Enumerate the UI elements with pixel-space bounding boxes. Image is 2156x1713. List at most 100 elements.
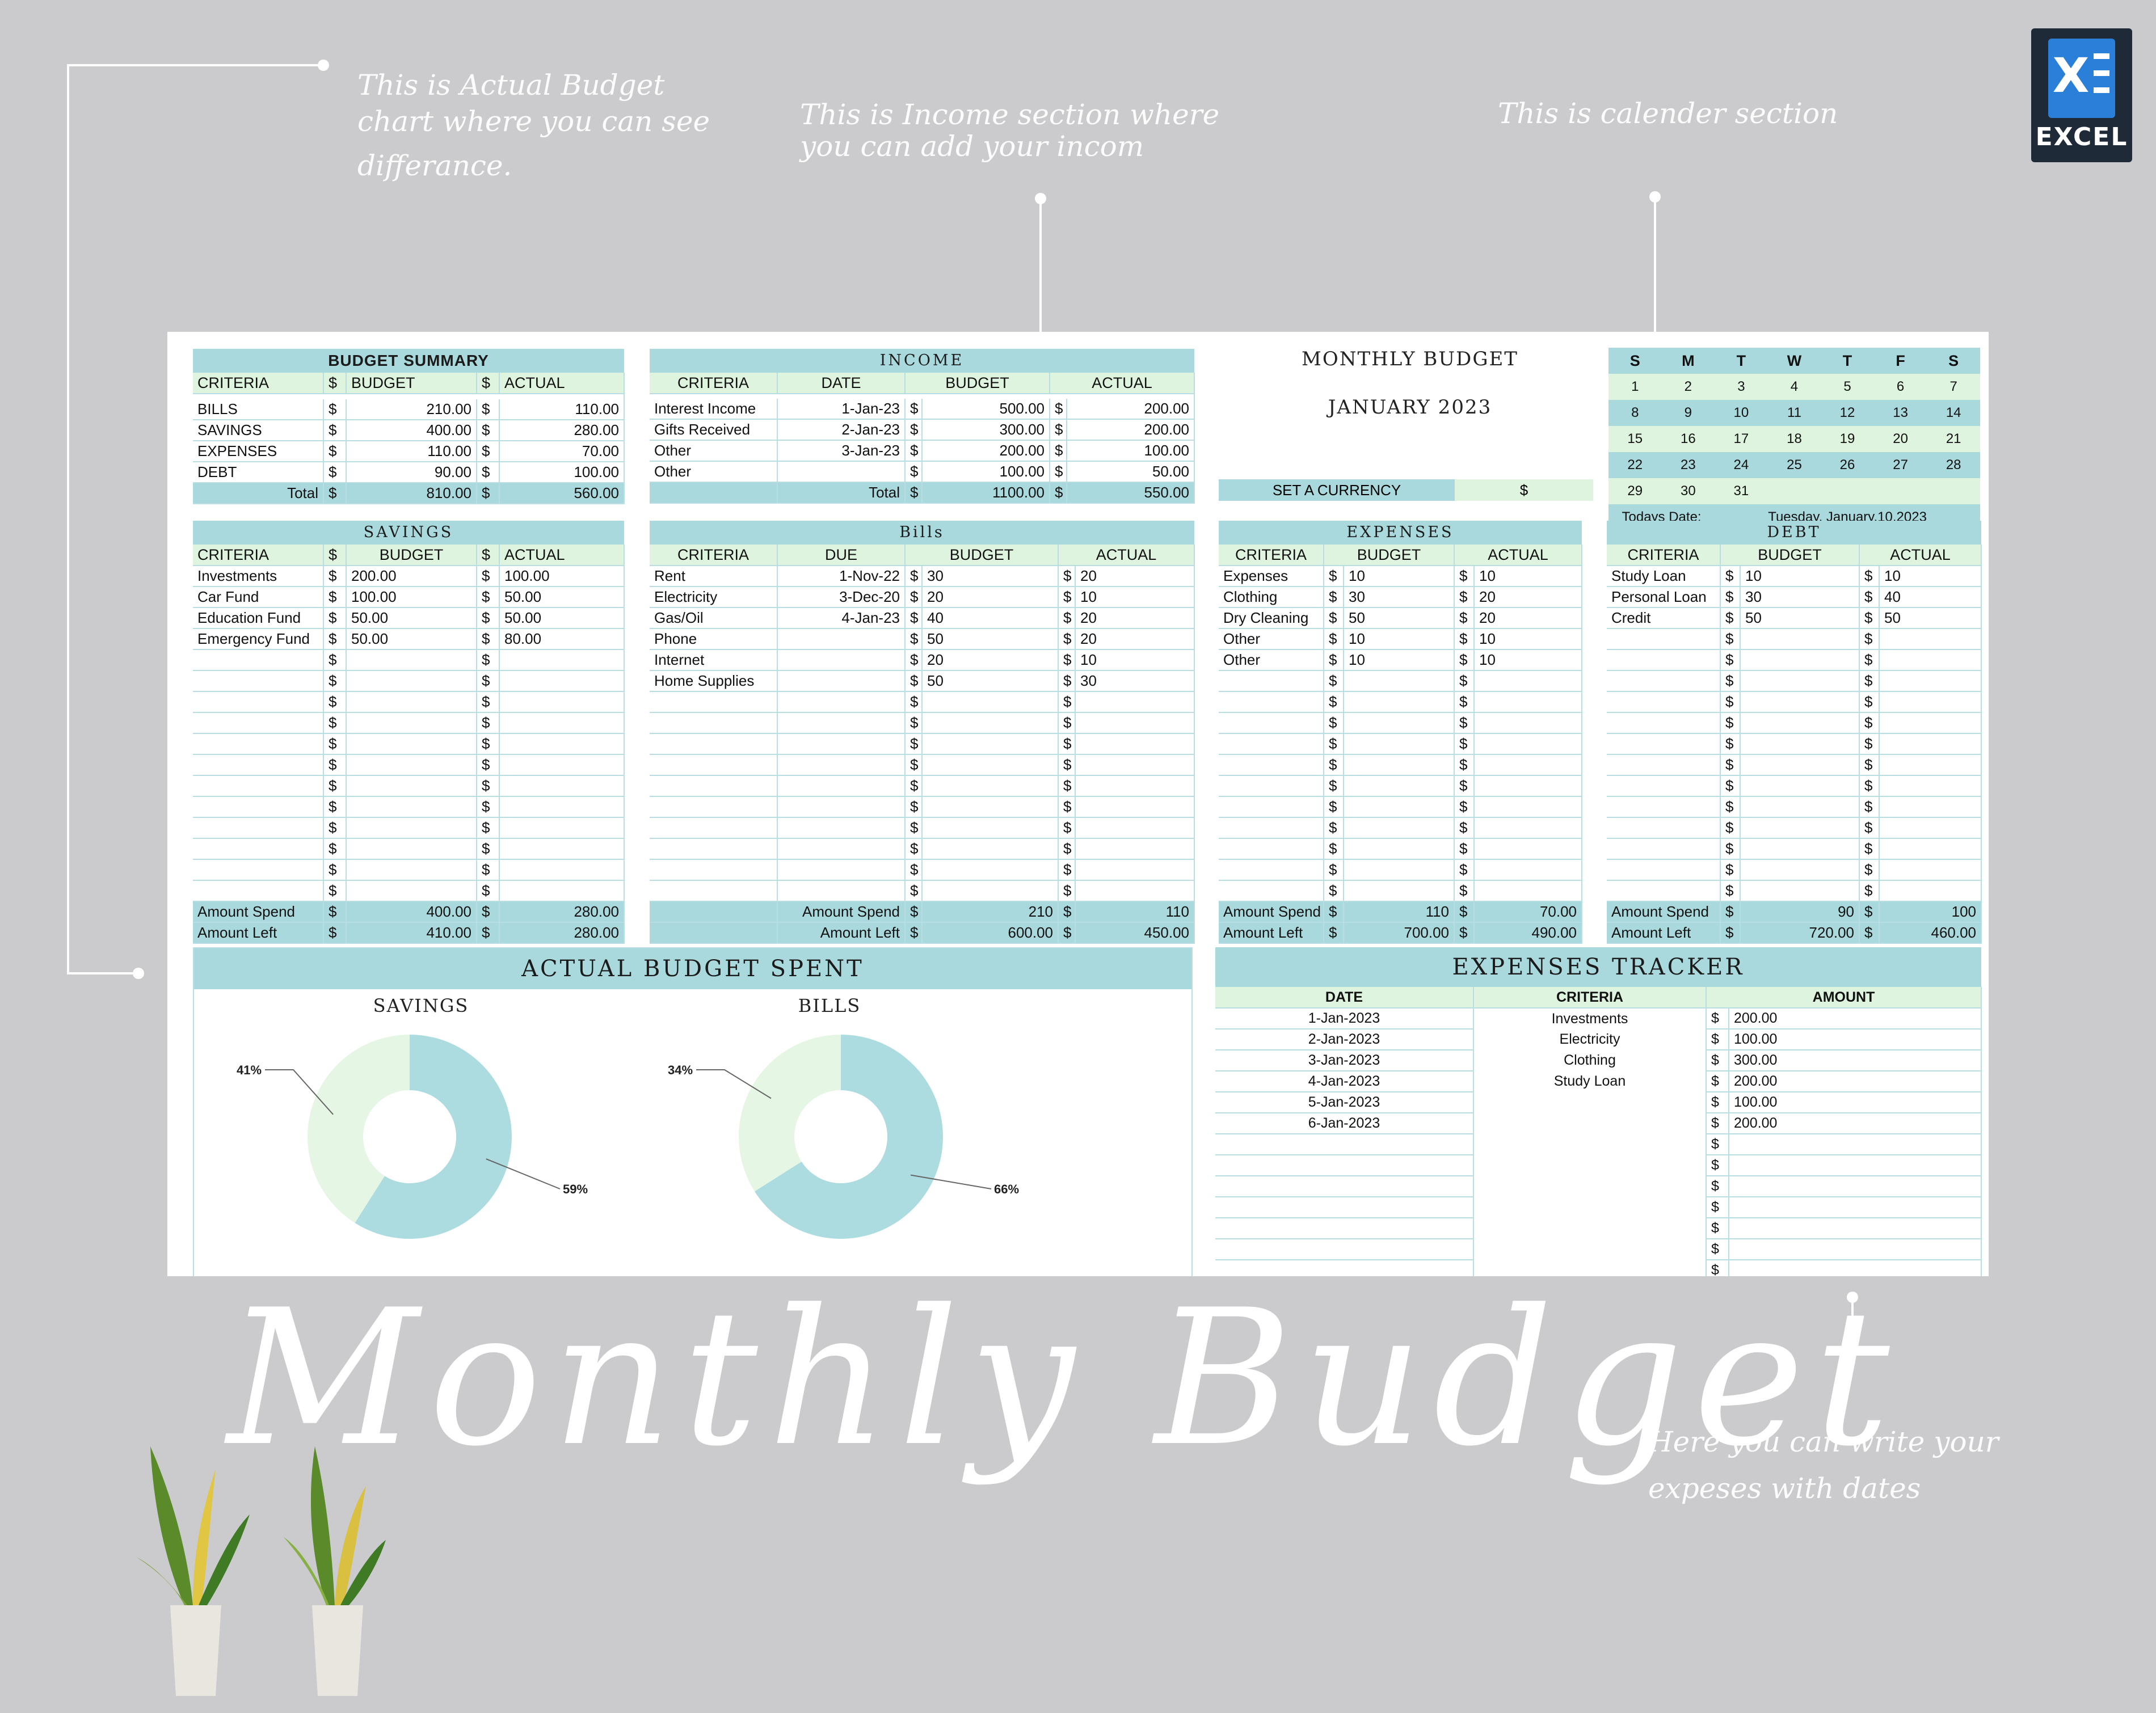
table-row: $ (1215, 1218, 1982, 1239)
table-row: $ $ (1607, 670, 1982, 692)
income-header-row: CRITERIA DATE BUDGET ACTUAL (650, 373, 1195, 394)
donut-slice[interactable] (755, 1035, 943, 1239)
plant-decoration (136, 1446, 386, 1696)
spreadsheet: BUDGET SUMMARY CRITERIA $ BUDGET $ ACTUA… (167, 332, 1989, 1276)
table-row: $ $ (1219, 880, 1583, 902)
table-row: $ $ (1607, 628, 1982, 650)
donut-charts: SAVINGS 41% 59% BILLS 34% 66% (237, 995, 1019, 1239)
expense-annotation: Here you can write your expeses with dat… (1648, 1425, 1999, 1505)
table-row: $ $ (650, 880, 1195, 902)
leader-line (910, 1174, 992, 1189)
table-row: $ (1215, 1155, 1982, 1176)
table-row: $ (1215, 1134, 1982, 1155)
table-row: $ $ (193, 712, 625, 734)
table-row: $ $ (1219, 691, 1583, 713)
table-row: Phone $50 $20 (650, 628, 1195, 650)
donut-slice[interactable] (355, 1035, 512, 1239)
table-row: Interest Income 1-Jan-23 $500.00 $200.00 (650, 399, 1195, 420)
table-row: $ $ (1219, 817, 1583, 839)
income-table: INCOME CRITERIA DATE BUDGET ACTUAL Inter… (650, 349, 1195, 504)
slice-label: 59% (563, 1182, 588, 1196)
annotation-dot (133, 968, 144, 979)
table-row: DEBT $90.00 $100.00 (193, 462, 625, 483)
income-annotation: This is Income section where you can add… (800, 98, 1220, 163)
table-row: $ $ (193, 733, 625, 755)
leader-line (486, 1158, 561, 1189)
table-row: $ $ (1607, 796, 1982, 818)
amount-left-row: Amount Left $720.00 $460.00 (1607, 922, 1982, 944)
table-row: 2-Jan-2023 Electricity $100.00 (1215, 1029, 1982, 1050)
expenses-tracker: EXPENSES TRACKER DATE CRITERIA AMOUNT 1-… (1215, 947, 1982, 1276)
table-row: Dry Cleaning $50 $20 (1219, 607, 1583, 629)
table-row: Gifts Received 2-Jan-23 $300.00 $200.00 (650, 419, 1195, 441)
table-row: $ (1215, 1239, 1982, 1260)
chart-title: BILLS (798, 995, 861, 1016)
table-row: 4-Jan-2023 Study Loan $200.00 (1215, 1071, 1982, 1092)
table-row: SAVINGS $400.00 $280.00 (193, 420, 625, 441)
table-row: $ $ (193, 670, 625, 692)
bills-table: Bills CRITERIA DUE BUDGET ACTUAL Rent 1-Nov-… (650, 521, 1195, 944)
monthly-budget-title: MONTHLY BUDGET (1302, 348, 1518, 370)
table-row: $ $ (650, 754, 1195, 776)
annotation-line (67, 64, 69, 974)
savings-title: SAVINGS (193, 521, 624, 545)
annotation-line (1654, 197, 1656, 333)
savings-table: SAVINGS CRITERIA $ BUDGET $ ACTUAL Investmen… (193, 521, 625, 944)
calendar-week: 22 23 24 25 26 27 28 (1608, 452, 1980, 478)
table-row: Other 3-Jan-23 $200.00 $100.00 (650, 440, 1195, 462)
annotation-line (1851, 1297, 1854, 1365)
table-row: Expenses $10 $10 (1219, 566, 1583, 587)
expenses-table: EXPENSES CRITERIA BUDGET ACTUAL Expenses $1… (1219, 521, 1583, 944)
savings-header-row: CRITERIA $ BUDGET $ ACTUAL (193, 545, 625, 566)
table-row: $ $ (193, 754, 625, 776)
slice-label: 41% (237, 1063, 262, 1077)
table-row: $ (1215, 1197, 1982, 1218)
table-row: 1-Jan-2023 Investments $200.00 (1215, 1008, 1982, 1030)
table-row: Personal Loan $30 $40 (1607, 587, 1982, 608)
calendar-annotation: This is calender section (1498, 97, 1838, 130)
table-row: EXPENSES $110.00 $70.00 (193, 441, 625, 462)
calendar-week: 8 9 10 11 12 13 14 (1608, 400, 1980, 426)
income-title: INCOME (650, 349, 1194, 373)
table-row: $ $ (1607, 817, 1982, 839)
table-row: $ $ (1219, 670, 1583, 692)
donut-slice[interactable] (307, 1035, 410, 1223)
amount-left-row: Amount Left $410.00 $280.00 (193, 922, 625, 944)
chart-panel-title: ACTUAL BUDGET SPENT (194, 948, 1191, 989)
budget-summary-table: BUDGET SUMMARY CRITERIA $ BUDGET $ ACTUA… (193, 349, 625, 504)
currency-label: SET A CURRENCY (1219, 479, 1455, 501)
amount-spend-row: Amount Spend $400.00 $280.00 (193, 901, 625, 923)
table-row: $ $ (1607, 880, 1982, 902)
currency-input[interactable]: $ (1455, 479, 1593, 501)
table-row: Other $100.00 $50.00 (650, 461, 1195, 483)
table-row: $ $ (1607, 838, 1982, 860)
table-row: $ $ (1219, 733, 1583, 755)
table-row: $ $ (650, 712, 1195, 734)
table-row: $ $ (193, 838, 625, 860)
table-row: $ $ (1607, 754, 1982, 776)
table-row: $ $ (193, 817, 625, 839)
annotation-line (67, 64, 322, 66)
table-row: 6-Jan-2023 $200.00 (1215, 1113, 1982, 1134)
leader-line (265, 1069, 334, 1115)
debt-title: DEBT (1607, 521, 1981, 545)
table-row: Investments $200.00 $100.00 (193, 566, 625, 587)
expenses-title: EXPENSES (1219, 521, 1582, 545)
income-total-row: Total $1100.00 $550.00 (650, 482, 1195, 504)
table-row: Gas/Oil 4-Jan-23 $40 $20 (650, 607, 1195, 629)
table-row: $ $ (650, 838, 1195, 860)
month-label: JANUARY 2023 (1328, 396, 1492, 419)
table-row: Clothing $30 $20 (1219, 587, 1583, 608)
table-row: Electricity 3-Dec-20 $20 $10 (650, 587, 1195, 608)
annotation-dot (318, 60, 329, 71)
donut-slice[interactable] (739, 1035, 841, 1192)
table-row: Rent 1-Nov-22 $30 $20 (650, 566, 1195, 587)
summary-header-row: CRITERIA $ BUDGET $ ACTUAL (193, 373, 625, 394)
slice-label: 66% (994, 1182, 1019, 1196)
bills-header-row: CRITERIA DUE BUDGET ACTUAL (650, 545, 1195, 566)
currency-setting: SET A CURRENCY $ (1219, 479, 1593, 501)
table-row: Emergency Fund $50.00 $80.00 (193, 628, 625, 650)
